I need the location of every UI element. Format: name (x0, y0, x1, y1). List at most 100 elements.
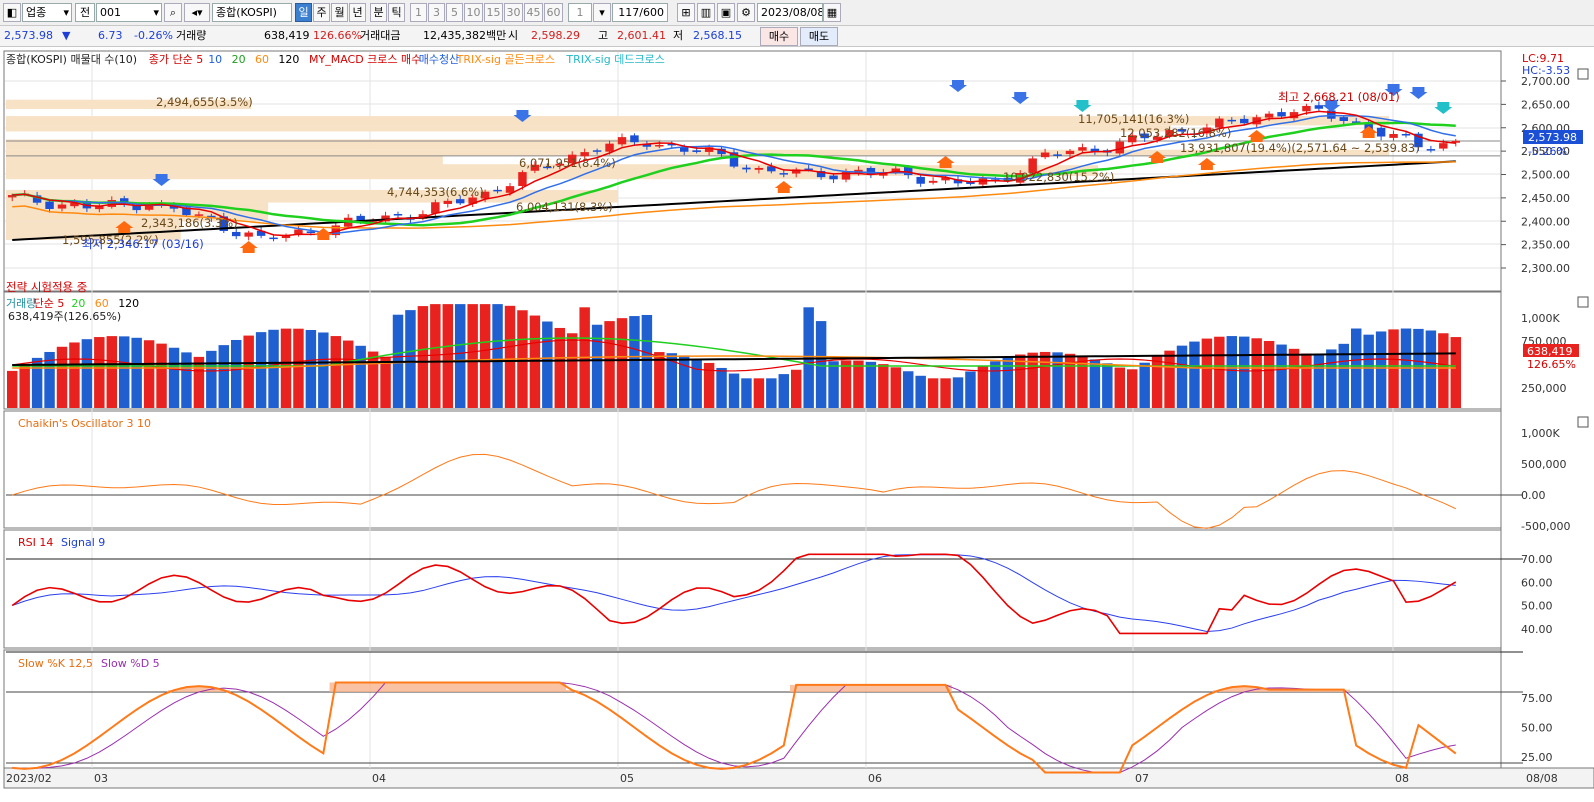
minute-60[interactable]: 60 (544, 3, 563, 22)
stock-chart[interactable]: 종합(KOSPI) 매물대 수(10) 종가 단순 5 10 20 60 120 MY_MA… (0, 47, 1594, 802)
candle-body (1177, 129, 1187, 132)
minute-15[interactable]: 15 (484, 3, 503, 22)
search-icon[interactable]: ⌕ (164, 3, 182, 22)
period-month[interactable]: 월 (331, 3, 348, 22)
sell-arrow-icon (1434, 102, 1453, 114)
market-select[interactable]: 업종 ▾ (22, 3, 72, 22)
speaker-icon[interactable]: ◂▾ (184, 3, 210, 22)
candle-body (1376, 127, 1386, 137)
market-select-value: 업종 (26, 6, 47, 19)
calendar-icon[interactable]: ▦ (823, 3, 841, 22)
candle-body (1065, 150, 1075, 155)
buy-button[interactable]: 매수 (760, 27, 798, 46)
count-box[interactable]: 117/600 (612, 3, 668, 22)
candle-body (729, 152, 739, 167)
name-box[interactable]: 종합(KOSPI) (212, 3, 292, 22)
candle-body (1289, 112, 1299, 119)
volume-bar (691, 358, 702, 408)
candle-body (530, 164, 540, 171)
stoch-tick-label: 25.00 (1521, 751, 1553, 764)
volume-bar (654, 352, 665, 408)
chaikin-line (12, 453, 1456, 529)
candle-body (256, 230, 266, 236)
sell-arrow-icon (152, 174, 171, 186)
volume-bar (1301, 353, 1312, 408)
candle-body (294, 229, 303, 234)
prefix-box[interactable]: 전 (75, 3, 95, 22)
minute-3[interactable]: 3 (428, 3, 445, 22)
panel-close-icon[interactable] (1577, 416, 1589, 428)
period-day[interactable]: 일 (295, 3, 312, 22)
indicator-icon[interactable]: ⊞ (677, 3, 695, 22)
legend-item: 종합(KOSPI) 매물대 수(10) (6, 53, 137, 66)
panel-close-icon[interactable] (1577, 68, 1589, 80)
volume-bar (840, 360, 852, 408)
chaikin-tick-label: 0.00 (1521, 489, 1546, 502)
volume-bar (1014, 354, 1026, 408)
current-price-tag-text: 2,573.98 (1528, 131, 1577, 144)
code-input[interactable]: 001 ▾ (96, 3, 162, 22)
minute-1[interactable]: 1 (410, 3, 427, 22)
x-tick-label: 07 (1135, 772, 1149, 785)
minute-5[interactable]: 5 (446, 3, 463, 22)
volume-bar (790, 369, 802, 408)
volume-bar (1139, 362, 1150, 408)
price-tick-label: 2,450.00 (1521, 192, 1570, 205)
volume-bar (31, 357, 43, 408)
ma20-line (12, 121, 1456, 227)
low-label: 저 (673, 29, 684, 42)
period-tick[interactable]: 틱 (388, 3, 405, 22)
date-input[interactable]: 2023/08/08 (757, 3, 823, 22)
rsi-legend: RSI 14 (18, 536, 53, 549)
save-icon[interactable]: ▣ (717, 3, 735, 22)
volume-bar (230, 339, 242, 408)
volume-bar (1251, 338, 1262, 408)
volume-profile-band (6, 116, 1390, 126)
candle-body (1401, 134, 1411, 136)
candle-body (543, 166, 552, 169)
volume-bar (342, 340, 354, 408)
price-tick-label: 2,400.00 (1521, 215, 1570, 228)
volume-bar (542, 321, 553, 408)
volume-bar (554, 327, 566, 408)
volume-bar (181, 352, 192, 408)
stepper-icon[interactable]: ▾ (593, 3, 611, 22)
volume-bar (890, 367, 902, 408)
rsi-tick-label: 70.00 (1521, 553, 1553, 566)
rsi-tick-label: 60.00 (1521, 576, 1553, 589)
period-year[interactable]: 년 (349, 3, 366, 22)
edit-icon[interactable]: ▥ (697, 3, 715, 22)
minute-10[interactable]: 10 (464, 3, 483, 22)
candle-body (119, 198, 129, 204)
volume-bar (927, 378, 939, 408)
candle-body (928, 180, 938, 183)
candle-body (692, 150, 701, 152)
gear-icon[interactable]: ⚙ (737, 3, 755, 22)
sell-button[interactable]: 매도 (800, 27, 838, 46)
tick-input[interactable]: 1 (568, 3, 592, 22)
minute-45[interactable]: 45 (524, 3, 543, 22)
volume-bar (430, 304, 441, 408)
stoch-fill (167, 682, 1350, 692)
panel-close-icon[interactable] (1577, 296, 1589, 308)
open-label: 시 (508, 29, 519, 42)
period-week[interactable]: 주 (313, 3, 330, 22)
minute-30[interactable]: 30 (504, 3, 523, 22)
candle-body (144, 205, 154, 210)
vp-label-6: 4,744,353(6.6%) (387, 185, 484, 199)
volume-bar (1326, 349, 1337, 408)
volume-bars (6, 304, 1462, 408)
volume-bar (566, 333, 578, 408)
candle-body (1327, 110, 1336, 119)
volume-bar (753, 378, 765, 408)
x-tick-label: 2023/02 (6, 772, 52, 785)
period-minute[interactable]: 분 (370, 3, 387, 22)
buy-arrow-icon (936, 156, 955, 168)
chart-settings-icon[interactable]: ◧ (3, 3, 21, 22)
candle-body (493, 189, 502, 192)
volume-bar (728, 373, 740, 408)
candle-body (655, 144, 664, 147)
quote-bar: 2,573.98 ▼ 6.73 -0.26% 거래량 638,419 126.6… (0, 26, 1594, 47)
candle-body (45, 201, 54, 209)
volume-bar (280, 328, 292, 408)
